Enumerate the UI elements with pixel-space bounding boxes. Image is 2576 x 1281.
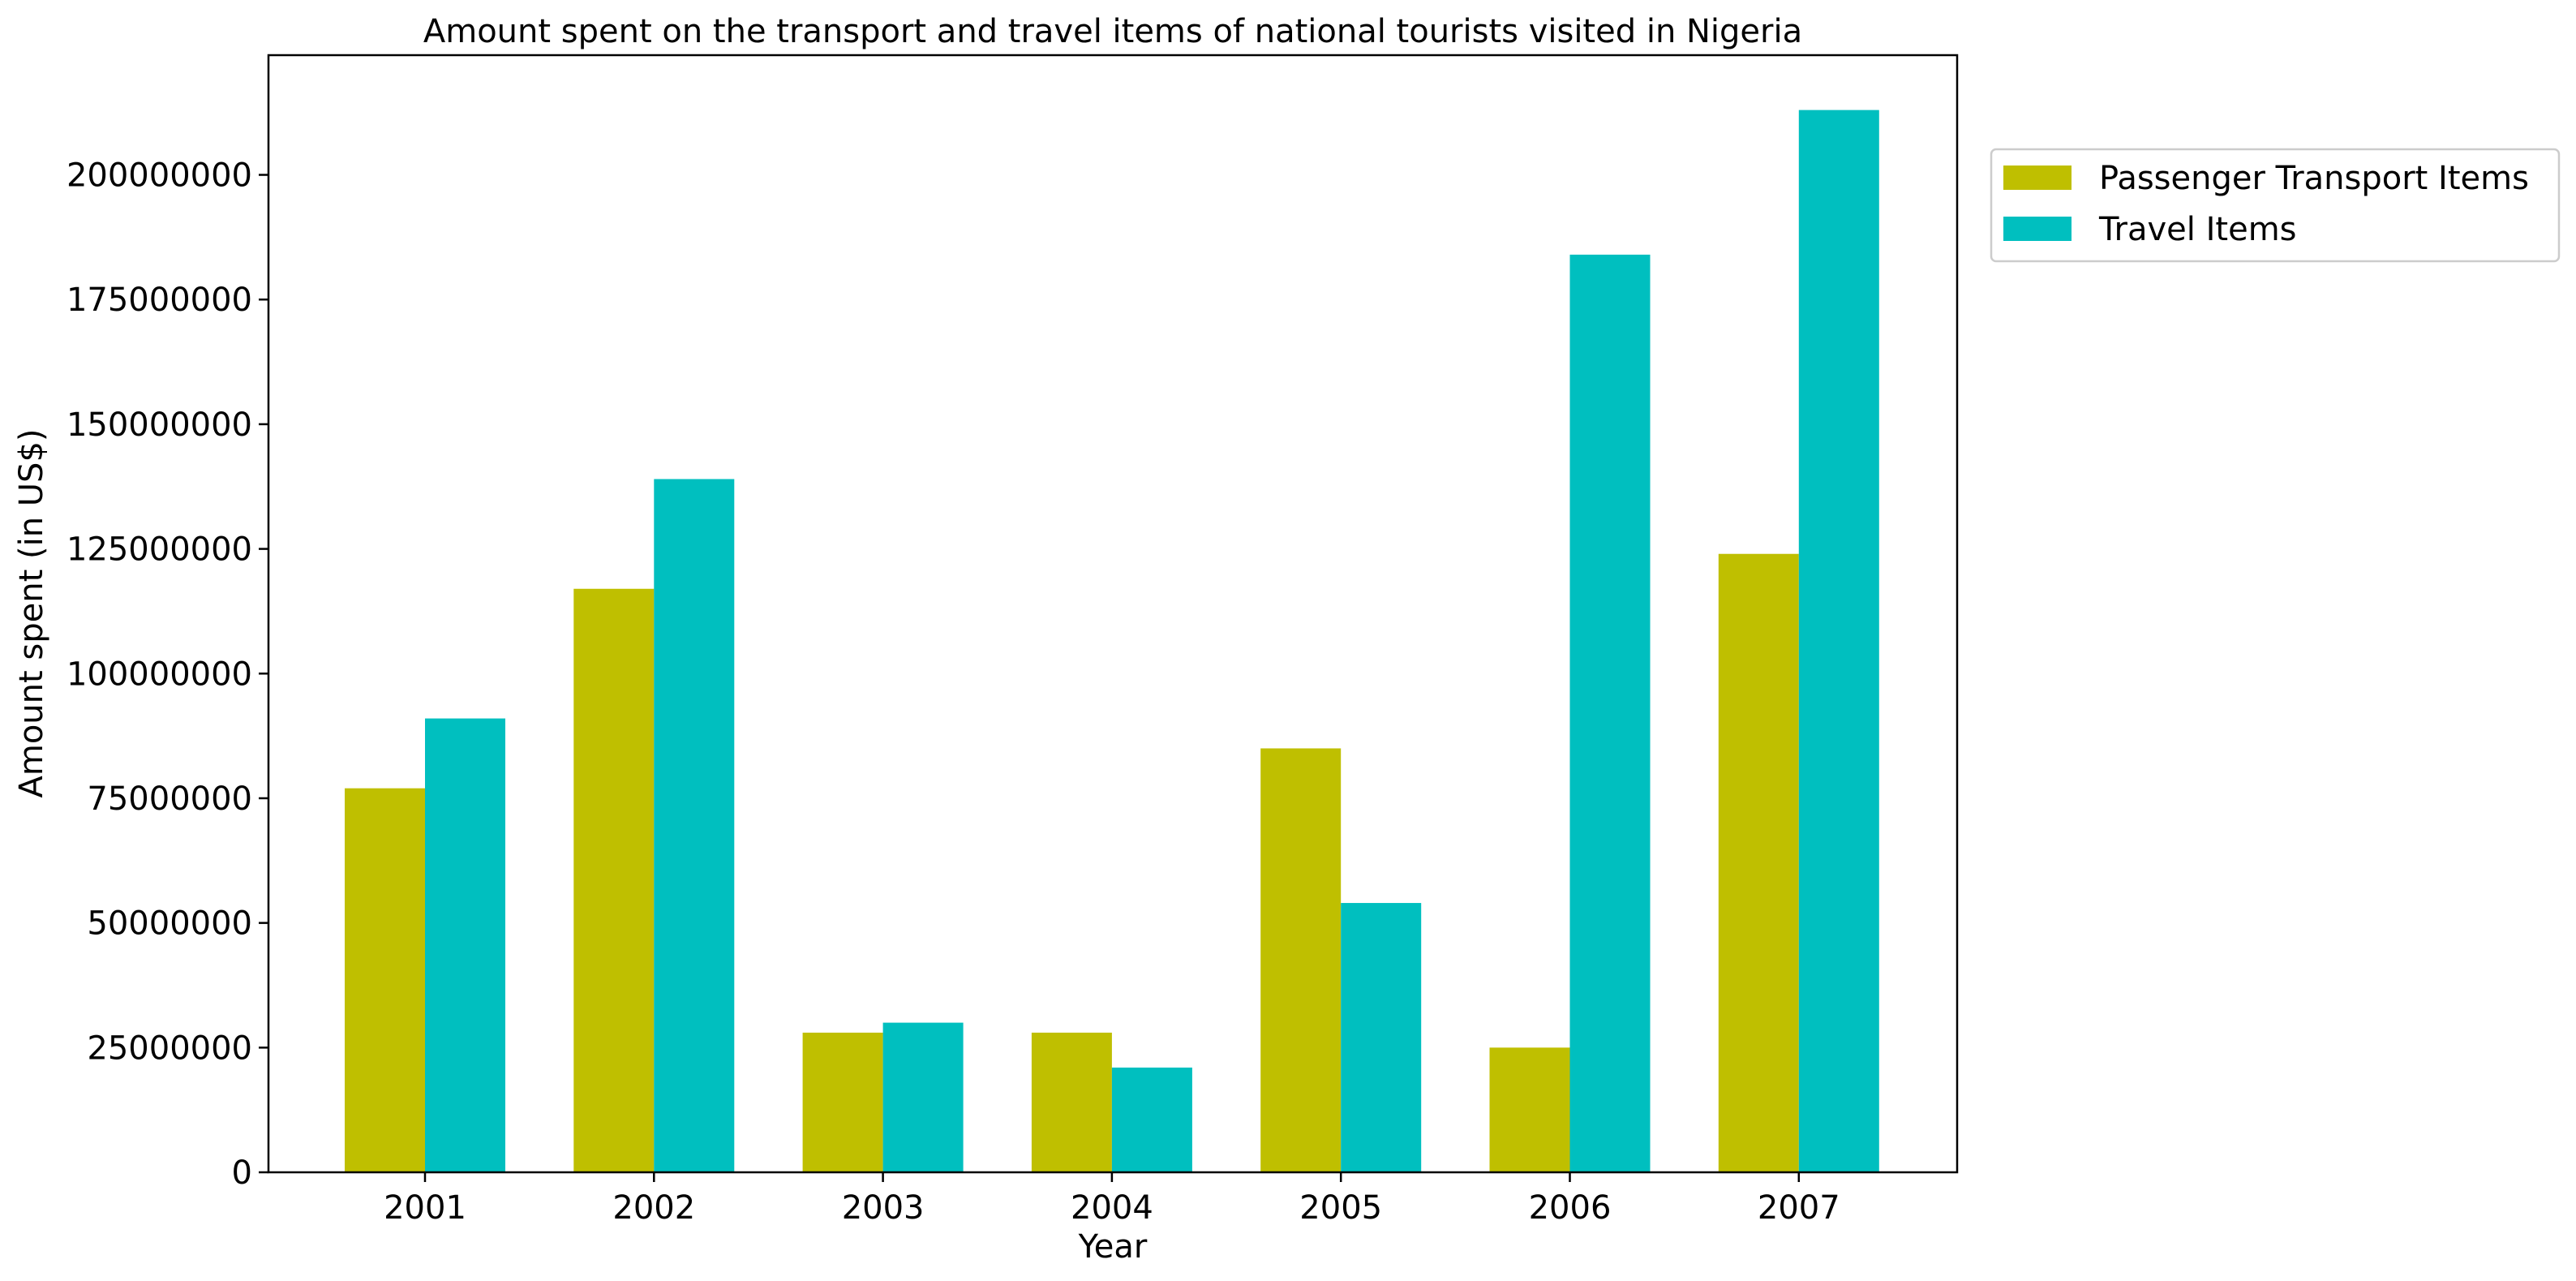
bar-travel-2007: [1798, 110, 1879, 1173]
legend: Passenger Transport Items Travel Items: [1990, 148, 2561, 263]
y-tick-label: 175000000: [67, 282, 252, 319]
legend-label-travel: Travel Items: [2098, 211, 2297, 248]
legend-label-passenger-transport: Passenger Transport Items: [2099, 160, 2529, 197]
y-axis-label: Amount spent (in US$): [13, 429, 50, 798]
x-tick-label: 2004: [1071, 1189, 1153, 1227]
y-tick-label: 75000000: [87, 780, 252, 818]
y-tick-label: 50000000: [87, 905, 252, 943]
x-tick-label: 2001: [384, 1189, 466, 1227]
x-axis: 2001 2002 2003 2004 2005 2006 2007: [384, 1172, 1840, 1227]
bar-passenger-transport-2004: [1031, 1032, 1112, 1172]
bar-travel-2002: [654, 479, 735, 1172]
bar-travel-2001: [425, 718, 505, 1172]
bars-layer: [345, 110, 1879, 1173]
bar-travel-2006: [1569, 254, 1651, 1173]
x-tick-label: 2002: [612, 1189, 695, 1227]
x-tick-label: 2007: [1758, 1189, 1840, 1227]
y-tick-label: 150000000: [67, 406, 252, 444]
y-tick-label: 200000000: [67, 157, 252, 195]
bar-travel-2004: [1111, 1067, 1192, 1172]
chart-title: Amount spent on the transport and travel…: [423, 13, 1802, 50]
x-tick-label: 2005: [1299, 1189, 1382, 1227]
plot-frame: [267, 54, 1959, 1174]
y-tick-label: 100000000: [67, 656, 252, 693]
x-tick-label: 2006: [1529, 1189, 1612, 1227]
legend-swatch-travel: [2003, 217, 2072, 241]
bar-passenger-transport-2001: [345, 788, 425, 1172]
bar-passenger-transport-2007: [1718, 553, 1799, 1172]
y-tick-label: 25000000: [87, 1030, 252, 1067]
y-axis: 0 25000000 50000000 75000000 100000000 125000…: [67, 157, 268, 1192]
bar-travel-2003: [882, 1022, 964, 1172]
legend-swatch-passenger-transport: [2003, 165, 2072, 190]
bar-passenger-transport-2005: [1260, 748, 1342, 1172]
bar-passenger-transport-2003: [802, 1032, 883, 1172]
y-tick-label: 125000000: [67, 531, 252, 569]
x-axis-label: Year: [1078, 1228, 1148, 1266]
x-tick-label: 2003: [842, 1189, 925, 1227]
bar-passenger-transport-2002: [573, 588, 655, 1172]
bar-passenger-transport-2006: [1489, 1047, 1570, 1172]
legend-frame: [1990, 148, 2561, 263]
bar-travel-2005: [1341, 903, 1422, 1172]
y-tick-label: 0: [232, 1154, 252, 1192]
